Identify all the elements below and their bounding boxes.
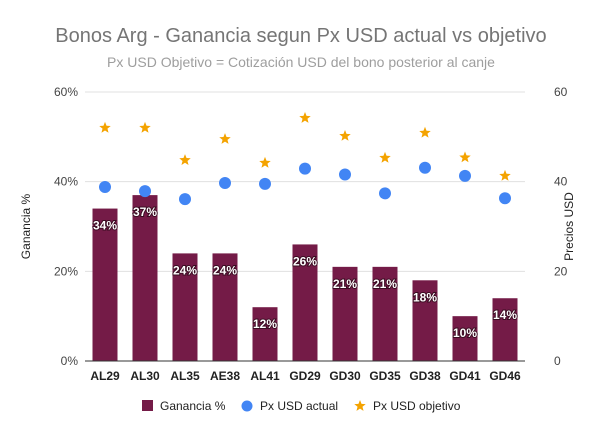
category-label: AL30: [130, 369, 160, 383]
chart-title: Bonos Arg - Ganancia segun Px USD actual…: [55, 25, 546, 47]
bar-value-label: 34%: [93, 219, 117, 233]
px-actual-point: [259, 177, 271, 190]
bar: [372, 266, 398, 361]
bar: [252, 307, 278, 361]
px-objetivo-point: [419, 126, 431, 138]
px-objetivo-point: [499, 169, 511, 181]
px-objetivo-point: [339, 129, 351, 141]
px-actual-point: [299, 162, 311, 175]
bar: [132, 195, 158, 361]
legend-swatch-px-objetivo: [354, 400, 366, 411]
px-objetivo-point: [379, 151, 391, 163]
bar-data-labels: 34% 37% 24% 24% 12% 26% 21% 21% 18% 10% 14%: [92, 204, 518, 341]
category-label: GD38: [409, 369, 441, 383]
left-tick-label: 0%: [61, 354, 79, 368]
bar: [412, 280, 438, 361]
bar-value-label: 21%: [333, 277, 357, 291]
px-objetivo-point: [219, 133, 231, 144]
px-actual-point: [499, 192, 511, 205]
chart-subtitle: Px USD Objetivo = Cotización USD del bon…: [107, 54, 495, 70]
category-label: GD30: [329, 369, 361, 383]
right-tick-label: 40: [554, 175, 568, 189]
legend-swatch-px-actual: [241, 400, 253, 412]
bars-series: [92, 195, 518, 361]
bar-value-label: 12%: [253, 317, 277, 331]
px-actual-point: [179, 193, 191, 206]
legend-label-px-actual: Px USD actual: [260, 399, 338, 413]
legend-label-ganancia: Ganancia %: [160, 399, 226, 413]
px-actual-point: [419, 161, 431, 174]
bar-value-label: 24%: [173, 263, 197, 277]
bar-value-label: 10%: [453, 326, 477, 340]
bar: [332, 266, 358, 361]
y-left-axis-title: Ganancia %: [19, 193, 33, 259]
px-objetivo-point: [99, 121, 111, 133]
bar-value-label: 24%: [213, 263, 237, 277]
category-label: AE38: [210, 369, 240, 383]
bar: [92, 208, 118, 361]
category-label: GD29: [289, 369, 321, 383]
left-tick-label: 20%: [54, 264, 78, 278]
category-label: AL29: [90, 369, 120, 383]
bar-value-label: 37%: [133, 205, 157, 219]
px-objetivo-point: [459, 151, 471, 163]
bar-value-label: 14%: [493, 308, 517, 322]
legend-label-px-objetivo: Px USD objetivo: [373, 399, 461, 413]
category-labels: AL29 AL30 AL35 AE38 AL41 GD29 GD30 GD35 GD38 GD41…: [90, 369, 521, 383]
px-actual-point: [99, 181, 111, 194]
px-actual-point: [459, 169, 471, 182]
bar: [452, 316, 478, 361]
category-label: GD41: [449, 369, 481, 383]
left-tick-label: 60%: [54, 85, 78, 99]
left-axis-ticks: 0% 20% 40% 60%: [54, 85, 78, 368]
px-objetivo-point: [299, 112, 311, 123]
category-label: AL41: [250, 369, 280, 383]
bar: [292, 244, 318, 361]
px-objetivo-point: [179, 154, 191, 165]
bar-value-label: 26%: [293, 254, 317, 268]
px-actual-series: [99, 161, 511, 206]
px-actual-point: [379, 187, 391, 200]
category-label: GD46: [489, 369, 521, 383]
bar: [212, 253, 238, 361]
right-tick-label: 0: [554, 354, 561, 368]
px-objetivo-point: [139, 121, 151, 133]
bar-value-label: 18%: [413, 290, 437, 304]
px-actual-point: [219, 177, 231, 190]
px-actual-point: [339, 168, 351, 181]
category-label: GD35: [369, 369, 401, 383]
px-objetivo-point: [259, 156, 271, 168]
legend-swatch-ganancia: [142, 400, 153, 411]
left-tick-label: 40%: [54, 175, 78, 189]
bar: [492, 298, 518, 361]
bar-value-label: 21%: [373, 277, 397, 291]
px-actual-point: [139, 185, 151, 198]
category-label: AL35: [170, 369, 200, 383]
right-axis-ticks: 0 20 40 60: [554, 85, 568, 368]
right-tick-label: 60: [554, 85, 568, 99]
y-right-axis-title: Precios USD: [562, 192, 576, 261]
px-objetivo-series: [99, 112, 511, 181]
legend: Ganancia % Px USD actual Px USD objetivo: [142, 399, 461, 413]
bar: [172, 253, 198, 361]
right-tick-label: 20: [554, 264, 568, 278]
